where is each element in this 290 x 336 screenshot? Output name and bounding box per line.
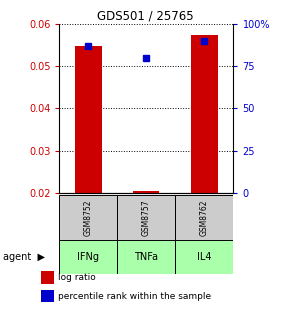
Bar [59, 195, 117, 240]
Text: IL4: IL4 [197, 252, 212, 262]
Text: GSM8752: GSM8752 [84, 199, 93, 236]
Text: percentile rank within the sample: percentile rank within the sample [58, 292, 211, 301]
Bar [191, 35, 218, 193]
Text: agent  ▶: agent ▶ [3, 252, 45, 262]
Bar [175, 195, 233, 240]
Text: GSM8757: GSM8757 [142, 199, 151, 236]
Text: GSM8762: GSM8762 [200, 199, 209, 236]
Bar [133, 191, 160, 193]
Text: log ratio: log ratio [58, 274, 96, 282]
Text: TNFa: TNFa [135, 252, 158, 262]
Bar [117, 240, 175, 274]
Text: GDS501 / 25765: GDS501 / 25765 [97, 9, 193, 23]
Bar [59, 240, 117, 274]
Text: IFNg: IFNg [77, 252, 99, 262]
Bar [117, 195, 175, 240]
Bar [75, 46, 102, 193]
Bar [175, 240, 233, 274]
